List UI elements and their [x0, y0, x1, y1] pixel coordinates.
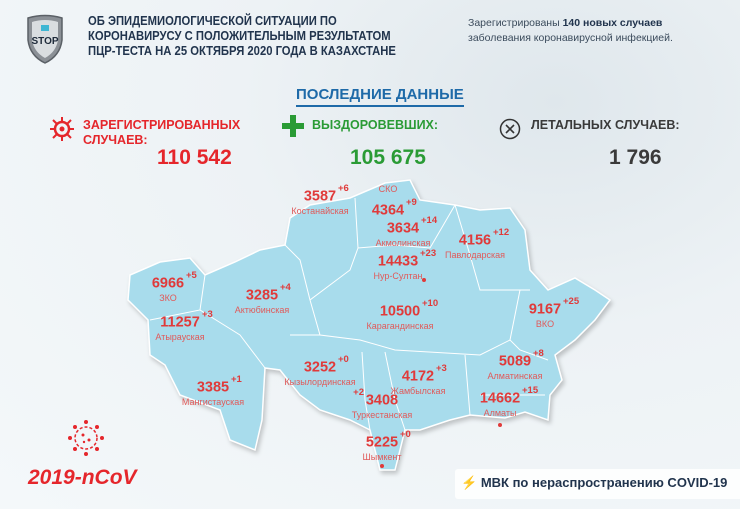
- region-total: 3408: [365, 392, 399, 409]
- region-name: Актюбинская: [234, 305, 290, 315]
- region-new: +8: [533, 348, 544, 359]
- region-new: +9: [406, 197, 417, 208]
- region-name: СКО: [378, 184, 398, 194]
- plus-icon: [282, 115, 304, 137]
- deaths-value: 1 796: [609, 146, 662, 169]
- region-new: +0: [338, 354, 349, 365]
- region-name: Нур-Султан: [373, 271, 423, 281]
- title-line: ПЦР-ТЕСТА НА 25 ОКТЯБРЯ 2020 ГОДА В КАЗА…: [88, 44, 396, 58]
- region-name: Алматы: [483, 408, 517, 418]
- region-name: ЗКО: [159, 293, 177, 303]
- registered-value: 110 542: [157, 146, 232, 169]
- region-name: Алматинская: [487, 371, 543, 381]
- region-new: +0: [400, 429, 411, 440]
- region-total: 3385: [196, 379, 230, 396]
- region-new: +2: [353, 387, 364, 398]
- region-name: ВКО: [535, 319, 555, 329]
- region-name: Шымкент: [362, 452, 402, 462]
- region-total: 4364: [371, 202, 405, 219]
- region-total: 6966: [151, 275, 185, 292]
- region-new: +12: [493, 227, 510, 238]
- region-new: +14: [421, 215, 438, 226]
- region-name: Кызылординская: [284, 377, 356, 387]
- region-total: 5089: [498, 353, 532, 370]
- mvk-banner: ⚡ МВК по нераспространению COVID-19: [455, 469, 740, 499]
- region-name: Мангистауская: [181, 397, 245, 407]
- region-total: 4172: [401, 368, 435, 385]
- region-name: Жамбылская: [390, 386, 446, 396]
- region-new: +4: [280, 282, 291, 293]
- region-new: +5: [186, 270, 197, 281]
- recovered-value: 105 675: [350, 146, 426, 169]
- svg-text:STOP: STOP: [31, 36, 58, 47]
- registered-label: ЗАРЕГИСТРИРОВАННЫХ СЛУЧАЕВ:: [83, 118, 241, 147]
- region-new: +3: [436, 363, 447, 374]
- region-name: Туркестанская: [351, 410, 413, 420]
- region-total: 11257: [160, 314, 200, 331]
- region-total: 9167: [528, 301, 562, 318]
- virus-icon: [68, 420, 104, 456]
- region-new: +1: [231, 374, 242, 385]
- title-line: ОБ ЭПИДЕМИОЛОГИЧЕСКОЙ СИТУАЦИИ ПО: [88, 14, 337, 28]
- region-total: 10500: [379, 303, 421, 320]
- recovered-label: ВЫЗДОРОВЕВШИХ:: [312, 118, 439, 132]
- region-new: +3: [202, 309, 213, 320]
- ncov-label: 2019-nCoV: [28, 466, 137, 489]
- region-total: 3634: [386, 220, 420, 237]
- region-name: Атырауская: [155, 332, 205, 342]
- region-total: 3587: [303, 188, 337, 205]
- region-new: +15: [522, 385, 539, 396]
- lightning-icon: ⚡: [461, 475, 478, 490]
- region-name: Карагандинская: [366, 321, 434, 331]
- stop-shield-logo: STOP: [27, 14, 63, 64]
- page-title: ОБ ЭПИДЕМИОЛОГИЧЕСКОЙ СИТУАЦИИ ПО КОРОНА…: [88, 14, 466, 59]
- region-total: 4156: [458, 232, 492, 249]
- latest-data-heading: ПОСЛЕДНИЕ ДАННЫЕ: [296, 86, 464, 107]
- region-total: 14662: [479, 390, 521, 407]
- new-cases-note: Зарегистрированы 140 новых случаев забол…: [468, 17, 673, 44]
- deaths-label: ЛЕТАЛЬНЫХ СЛУЧАЕВ:: [531, 118, 680, 132]
- region-total: 5225: [365, 434, 399, 451]
- region-new: +23: [420, 248, 437, 259]
- new-cases-count: 140 новых случаев: [562, 17, 663, 29]
- region-name: Костанайская: [291, 206, 349, 216]
- virus-icon: [50, 117, 74, 141]
- region-total: 14433: [377, 253, 419, 270]
- region-new: +6: [338, 183, 349, 194]
- region-total: 3285: [245, 287, 279, 304]
- title-line: КОРОНАВИРУСУ С ПОЛОЖИТЕЛЬНЫМ РЕЗУЛЬТАТОМ: [88, 29, 391, 43]
- region-name: Павлодарская: [445, 250, 505, 260]
- region-total: 3252: [303, 359, 337, 376]
- region-name: Акмолинская: [375, 238, 431, 248]
- region-new: +25: [563, 296, 580, 307]
- x-circle-icon: [499, 118, 521, 140]
- region-new: +10: [422, 298, 439, 309]
